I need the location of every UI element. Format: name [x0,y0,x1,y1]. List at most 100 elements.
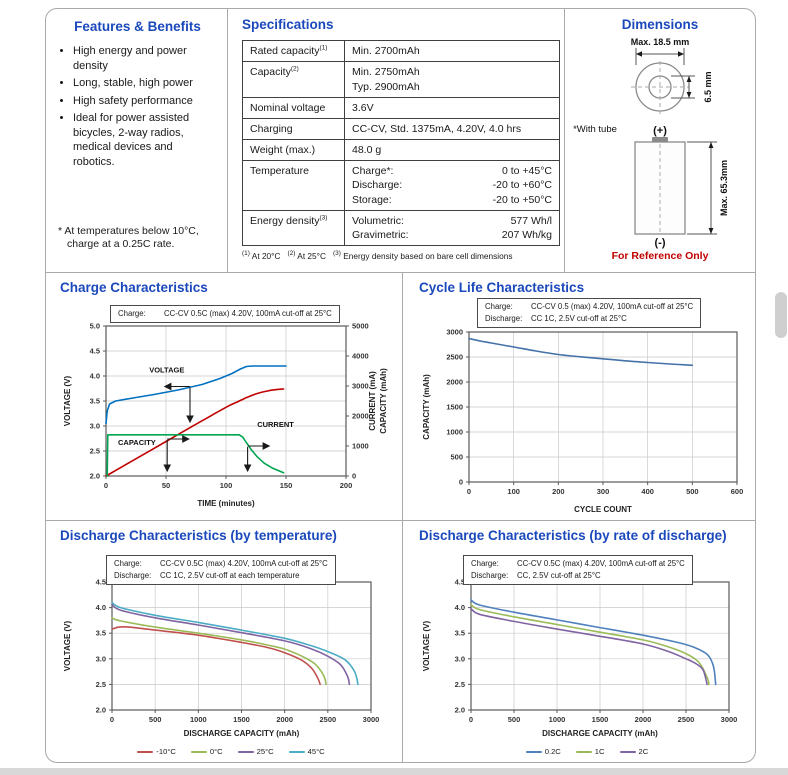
x-tick-label: 0 [110,715,114,724]
legend-swatch [575,750,592,753]
y-axis-label: VOLTAGE (V) [63,621,72,672]
y2-tick-label: 1000 [352,442,369,451]
condition-line: Discharge: CC 1C, 2.5V cut-off at 25°C [485,314,627,324]
legend-label: 0.2C [544,747,561,757]
x-tick-label: 300 [597,487,610,496]
x-tick-label: 0 [467,487,471,496]
y2-axis-label: CAPACITY (mAh) [379,368,388,434]
features-title: Features & Benefits [74,19,201,34]
battery-dimension-drawing: Max. 18.5 mm 6.5 mm * [573,37,729,249]
terminal-button [652,137,668,143]
scrollbar-thumb[interactable] [775,292,787,338]
arrow-up [708,142,714,149]
y-tick-label: 2.5 [90,447,100,456]
y-axis-label: CAPACITY (mAh) [422,374,431,440]
legend-swatch [190,750,207,753]
dimensions-title: Dimensions [621,17,699,32]
feature-item: Ideal for power assisted bicycles, 2-way… [73,111,217,169]
y-tick-label: 0 [459,478,463,487]
series--10°C [111,626,321,686]
arrow-down [686,92,692,99]
y-tick-label: 3.5 [96,629,106,638]
y2-axis-label: CURRENT (mA) [368,371,377,431]
y-tick-label: 2.0 [96,706,106,715]
x-tick-label: 2000 [635,715,652,724]
y-tick-label: 3.0 [96,654,106,663]
x-tick-label: 2500 [319,715,336,724]
features-section: Features & Benefits High energy and powe… [46,9,228,272]
y-tick-label: 2.5 [455,680,465,689]
y-tick-label: 2000 [446,378,463,387]
spec-label: Nominal voltage [242,96,345,119]
series-0°C [111,617,327,686]
legend-label: 1C [594,747,605,757]
x-tick-label: 3000 [363,715,380,724]
spec-value: 3.6V [344,96,560,119]
y-tick-label: 3.0 [90,422,100,431]
spec-row: Capacity(2) Min. 2750mAh Typ. 2900mAh [242,61,560,98]
legend-label: 0°C [209,747,223,757]
spec-footnote: (1) At 20°C [242,250,281,261]
max-height-label: Max. 65.3mm [719,160,729,216]
discharge-rate-title: Discharge Characteristics (by rate of di… [419,528,727,543]
x-tick-label: 2000 [276,715,293,724]
series-1C [470,603,710,686]
with-tube-label: *With tube [573,124,617,135]
series-VOLTAGE [105,365,287,425]
legend-item: 2C [619,747,649,757]
legend-swatch [525,750,542,753]
spec-row: Weight (max.) 48.0 g [242,139,560,162]
x-tick-label: 200 [552,487,565,496]
x-tick-label: 1500 [233,715,250,724]
positive-terminal-label: (+) [653,125,667,137]
spec-row: Temperature Charge*: 0 to +45°C Discharge: -… [242,160,560,211]
y-axis-label: VOLTAGE (V) [63,376,72,427]
center-crosshair [631,61,689,116]
y-tick-label: 4.5 [90,347,100,356]
legend-swatch [237,750,254,753]
series-label: CAPACITY [118,438,156,447]
cycle-life-chart: 0 500 1000 1500 2000 2500 3000 0 100 200 300 400 500… [419,300,755,521]
spec-row: Rated capacity(1) Min. 2700mAh [242,40,560,63]
y-tick-label: 4.0 [96,603,106,612]
dimensions-section: Dimensions Max. 18.5 mm [565,9,755,272]
condition-line: Charge: CC-CV 0.5C (max) 4.20V, 100mA cut… [471,559,685,568]
x-axis-label: DISCHARGE CAPACITY (mAh) [542,729,658,738]
cycle-canvas: 0 500 1000 1500 2000 2500 3000 0 100 200 300 400 500… [422,328,743,515]
y-tick-label: 500 [450,453,463,462]
y-tick-label: 3.5 [455,629,465,638]
specifications-section: Specifications Rated capacity(1) Min. 270… [228,9,565,272]
charge-chart-title: Charge Characteristics [60,280,208,295]
legend-item: 25°C [237,747,274,756]
discharge-temp-conditions: Charge: CC-CV 0.5C (max) 4.20V, 100mA cut… [106,555,336,586]
spec-label: Energy density(3) [242,209,345,247]
x-tick-label: 0 [469,715,473,724]
series-0.2C [470,599,717,686]
series-label: CURRENT [257,420,294,429]
charge-chart: 2.0 2.5 3.0 3.5 4.0 4.5 5.0 0 50 100 150 200 0 1000 20… [60,300,402,515]
y-tick-label: 3.0 [455,654,465,663]
discharge-rate-conditions: Charge: CC-CV 0.5C (max) 4.20V, 100mA cut… [463,555,693,586]
tip-height-label: 6.5 mm [703,72,713,103]
feature-item: High energy and power density [73,44,217,73]
condition-line: Discharge: CC 1C, 2.5V cut-off at each te… [114,571,300,581]
y-tick-label: 2.5 [96,680,106,689]
x-tick-label: 0 [104,481,108,490]
y2-tick-label: 4000 [352,352,369,361]
feature-item: High safety performance [73,94,217,109]
bottom-row: Discharge Characteristics (by temperatur… [46,521,755,762]
y2-tick-label: 0 [352,472,356,481]
y-tick-label: 1500 [446,403,463,412]
legend-item: -10°C [137,747,176,756]
spec-value: Charge*: 0 to +45°C Discharge: -20 to +60°C… [344,160,560,211]
x-tick-label: 150 [280,481,293,490]
legend-label: 2C [638,747,649,757]
discharge-by-temperature-panel: Discharge Characteristics (by temperatur… [46,521,403,762]
x-axis-label: TIME (minutes) [197,499,255,508]
x-tick-label: 500 [149,715,162,724]
series-CURRENT [106,434,285,477]
reference-only-note: For Reference Only [611,250,709,263]
feature-item: Long, stable, high power [73,76,217,91]
legend-item: 1C [575,747,605,757]
